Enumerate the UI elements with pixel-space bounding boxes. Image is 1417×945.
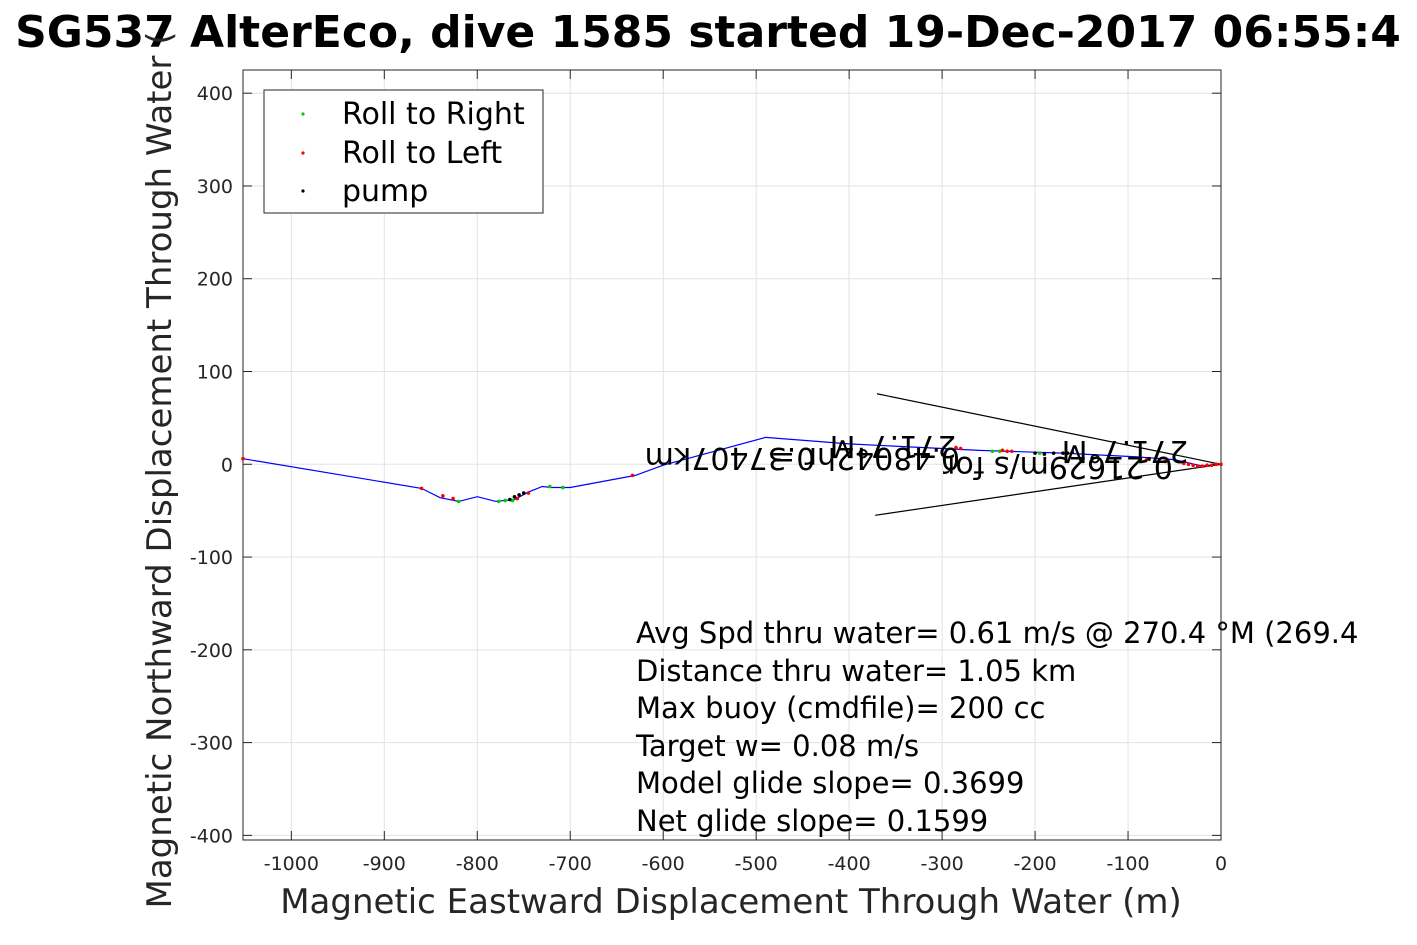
legend-box [263,89,544,214]
roll-left-point [1163,459,1168,464]
pump-point [1065,451,1070,455]
roll-left-point [1144,457,1149,462]
flipped-heading-label-2: 271.7°M [1062,433,1189,468]
roll-left-point [1205,463,1209,468]
pump-point [508,497,512,502]
data-points [241,445,1223,504]
roll-left-point [241,456,245,461]
roll-left-point [1219,462,1223,467]
chart-title: SG537 AlterEco, dive 1585 started 19-Dec… [15,7,1401,58]
roll-left-point [1214,462,1219,467]
legend-label-roll-right: Roll to Right [342,97,525,132]
roll-left-point [451,496,455,501]
roll-left-point [1191,463,1195,468]
x-tick-label: -400 [828,853,871,875]
legend-marker-pump [301,189,305,193]
model-glide-text: Model glide slope= 0.3699 [636,766,1024,800]
x-tick-label: -700 [549,853,592,875]
roll-left-point [958,446,963,451]
pump-point [517,493,521,497]
current-arrow-lower-line [875,463,1222,516]
flipped-current-labels: 0.37407km 0.48042hr = 271.7°M 0.21629m/s… [645,428,1189,484]
roll-left-point [526,491,531,495]
x-tick-label: -200 [1014,853,1057,875]
y-tick-label: -100 [190,547,233,569]
x-tick-label: -300 [921,853,964,875]
distance-text: Distance thru water= 1.05 km [636,654,1076,688]
max-buoy-text: Max buoy (cmdfile)= 200 cc [636,691,1045,725]
roll-left-point [1186,462,1191,467]
roll-left-point [630,473,635,478]
x-tick-label: 0 [1215,853,1227,875]
roll-right-point [990,449,995,454]
y-tick-label: 300 [197,176,233,198]
dive-stats: Avg Spd thru water= 0.61 m/s @ 270.4 °M … [635,616,1358,838]
roll-right-point [510,498,515,503]
legend: Roll to Right Roll to Left pump [263,89,544,214]
axis-ticks: -1000 -900 -800 -700 -600 -500 -400 -300 -200 -10… [190,70,1227,875]
roll-right-point [561,485,565,490]
legend-marker-roll-right [301,112,305,116]
x-tick-label: -1000 [264,853,319,875]
x-tick-label: -500 [735,853,778,875]
legend-marker-roll-left [301,151,305,155]
pump-point [512,494,517,499]
roll-left-point [1005,449,1009,454]
pump-point [1070,450,1075,455]
roll-right-point [496,499,501,504]
x-tick-label: -900 [363,853,406,875]
current-arrow-upper-line [876,393,1222,465]
roll-left-point [1195,464,1200,468]
y-tick-label: -300 [190,733,233,755]
avg-speed-text: Avg Spd thru water= 0.61 m/s @ 270.4 °M … [636,616,1358,650]
y-tick-label: 0 [221,454,233,476]
roll-left-point [515,496,520,501]
pump-point [1061,451,1065,455]
roll-left-point [1182,461,1186,466]
flipped-distance-label: 0.37407km [645,440,816,475]
x-tick-label: -800 [456,853,499,875]
y-tick-label: 200 [197,269,233,291]
roll-right-point [503,498,507,503]
y-tick-label: 400 [197,83,233,105]
flipped-speed-label: 0.21629m/s for [942,449,1172,484]
x-tick-label: -600 [642,853,685,875]
roll-left-point [954,445,958,450]
roll-left-point [419,486,424,491]
roll-right-point [547,484,552,489]
current-arrow [875,393,1222,516]
flipped-heading-label-1: 271.7°M [830,428,957,463]
y-axis-label: Magnetic Northward Displacement Through … [140,32,180,909]
roll-right-point [456,499,461,504]
roll-left-point [1010,449,1014,454]
y-tick-label: 100 [197,362,233,384]
roll-left-point [441,494,445,498]
legend-label-pump: pump [342,174,428,209]
plot-frame [242,69,1222,841]
flipped-time-label: 0.48042hr = [770,440,960,475]
dive-track-line [242,436,1222,503]
x-axis-label: Magnetic Eastward Displacement Through W… [280,882,1182,922]
roll-right-point [1037,451,1042,455]
x-tick-label: -100 [1106,853,1149,875]
roll-left-point [1209,463,1214,468]
roll-right-point [997,449,1002,454]
roll-left-point [1200,464,1205,468]
y-tick-label: -400 [190,825,233,847]
roll-left-point [1000,448,1005,453]
legend-label-roll-left: Roll to Left [342,136,502,171]
net-glide-text: Net glide slope= 0.1599 [636,804,988,838]
target-w-text: Target w= 0.08 m/s [635,729,919,763]
y-tick-label: -200 [190,640,233,662]
pump-point [521,491,526,495]
pump-point [1033,451,1037,455]
pump-point [1051,451,1056,455]
pump-point [1042,452,1047,456]
